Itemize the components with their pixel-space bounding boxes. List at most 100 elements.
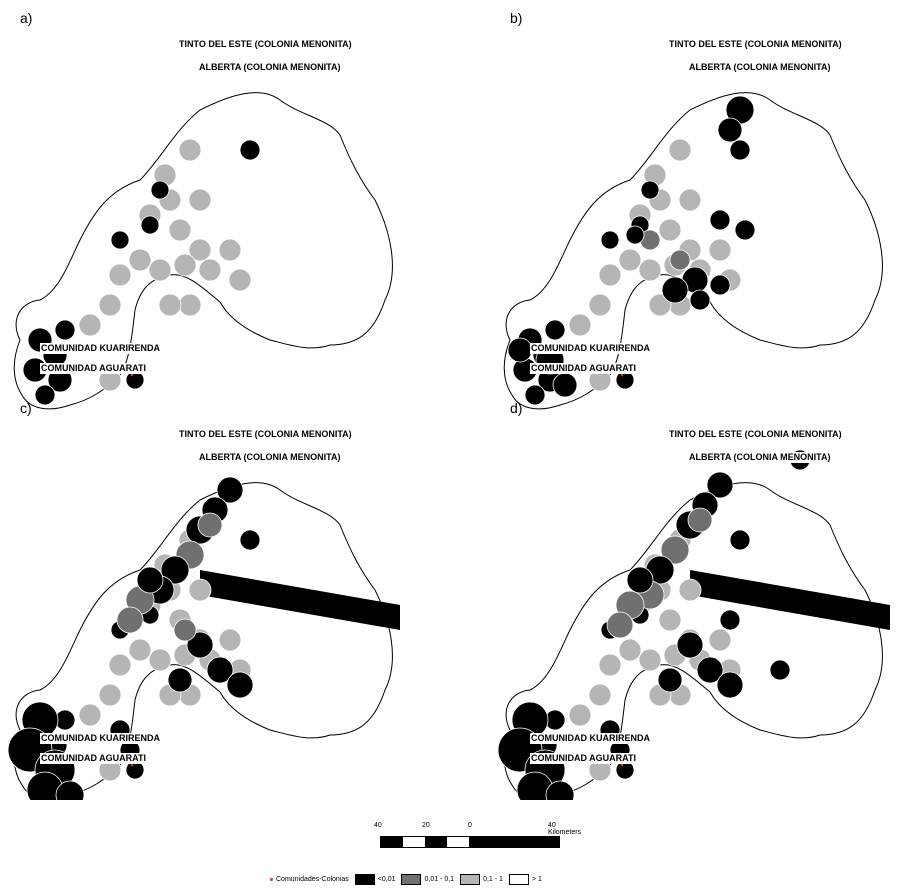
place-label-kuarirenda: COMUNIDAD KUARIRENDA xyxy=(40,733,161,744)
buffer-circle xyxy=(658,218,682,242)
place-label-tinto: TINTO DEL ESTE (COLONIA MENONITA) xyxy=(668,429,843,440)
buffer-circle xyxy=(188,578,212,602)
buffer-circle xyxy=(568,313,592,337)
map-panel-c xyxy=(7,433,400,800)
buffer-circle xyxy=(186,631,214,659)
buffer-circle xyxy=(206,656,234,684)
buffer-circle xyxy=(658,608,682,632)
scale-tick: 0 xyxy=(468,822,472,829)
legend-label: 0,01 - 0,1 xyxy=(424,875,455,883)
buffer-circle xyxy=(729,529,751,551)
buffer-circle xyxy=(78,703,102,727)
buffer-circle xyxy=(708,628,732,652)
buffer-circle xyxy=(136,566,164,594)
buffer-circle xyxy=(226,671,254,699)
buffer-circle xyxy=(598,653,622,677)
buffer-circle xyxy=(173,618,197,642)
buffer-circle xyxy=(178,138,202,162)
panel-label: c) xyxy=(20,400,32,416)
buffer-circle xyxy=(669,249,691,271)
buffer-circle xyxy=(55,780,85,800)
place-label-aguarati: COMUNIDAD AGUARATI xyxy=(530,363,637,374)
buffer-circle xyxy=(218,628,242,652)
buffer-circle xyxy=(98,293,122,317)
place-label-tinto: TINTO DEL ESTE (COLONIA MENONITA) xyxy=(178,429,353,440)
buffer-circle xyxy=(568,703,592,727)
community-point xyxy=(620,373,624,377)
buffer-circle xyxy=(709,209,731,231)
place-label-kuarirenda: COMUNIDAD KUARIRENDA xyxy=(530,733,651,744)
buffer-circle xyxy=(160,555,190,585)
buffer-circle xyxy=(128,638,152,662)
buffer-circle xyxy=(110,230,130,250)
buffer-circle xyxy=(168,218,192,242)
buffer-circle xyxy=(140,215,160,235)
buffer-circle xyxy=(188,188,212,212)
buffer-circle xyxy=(34,384,56,406)
map-panel-d xyxy=(497,433,890,800)
buffer-circle xyxy=(648,293,672,317)
legend-item-class: > 1 xyxy=(508,873,542,885)
buffer-circle xyxy=(689,289,711,311)
buffer-circle xyxy=(128,248,152,272)
buffer-circle xyxy=(618,638,642,662)
buffer-circle xyxy=(708,238,732,262)
buffer-circle xyxy=(198,258,222,282)
buffer-circle xyxy=(544,319,566,341)
panel-label: b) xyxy=(510,10,523,26)
community-point-icon xyxy=(270,877,273,881)
buffer-circle xyxy=(108,263,132,287)
buffer-circle xyxy=(158,293,182,317)
buffer-circle xyxy=(54,319,76,341)
buffer-circle xyxy=(640,180,660,200)
legend-swatch xyxy=(460,873,481,885)
scale-bar-graphic xyxy=(380,836,560,848)
place-label-tinto: TINTO DEL ESTE (COLONIA MENONITA) xyxy=(178,39,353,50)
scale-tick: 40 xyxy=(374,822,382,829)
buffer-circle xyxy=(687,507,713,533)
buffer-circle xyxy=(78,313,102,337)
buffer-circle xyxy=(600,230,620,250)
legend-label: Comunidades-Colonias xyxy=(276,875,349,883)
place-label-alberta: ALBERTA (COLONIA MENONITA) xyxy=(688,452,832,463)
legend-swatch xyxy=(508,873,529,885)
buffer-circle xyxy=(668,138,692,162)
map-panel-a xyxy=(13,43,393,410)
buffer-circle xyxy=(116,606,144,634)
place-label-alberta: ALBERTA (COLONIA MENONITA) xyxy=(688,62,832,73)
buffer-circle xyxy=(188,238,212,262)
community-point xyxy=(130,763,134,767)
buffer-circle xyxy=(719,609,741,631)
legend-swatch xyxy=(354,873,375,885)
map-panels xyxy=(7,43,890,800)
place-label-kuarirenda: COMUNIDAD KUARIRENDA xyxy=(530,343,651,354)
place-label-kuarirenda: COMUNIDAD KUARIRENDA xyxy=(40,343,161,354)
buffer-circle xyxy=(661,276,689,304)
buffer-circle xyxy=(239,139,261,161)
scale-bar: 40 20 0 40 Kilometers xyxy=(370,822,581,852)
buffer-circle xyxy=(638,258,662,282)
legend-item-class: <0,01 xyxy=(354,873,395,885)
buffer-circle xyxy=(716,671,744,699)
buffer-circle xyxy=(98,683,122,707)
panel-label: a) xyxy=(20,10,33,26)
legend-label: > 1 xyxy=(531,875,542,883)
buffer-circle xyxy=(729,139,751,161)
buffer-circle xyxy=(709,274,731,296)
buffer-circle xyxy=(178,293,202,317)
buffer-circle xyxy=(148,648,172,672)
buffer-circle xyxy=(678,188,702,212)
buffer-circle xyxy=(545,780,575,800)
scale-tick: 20 xyxy=(422,822,430,829)
place-label-aguarati: COMUNIDAD AGUARATI xyxy=(40,363,147,374)
buffer-circle xyxy=(148,258,172,282)
map-panel-b xyxy=(503,43,883,410)
buffer-circle xyxy=(507,337,533,363)
buffer-circle xyxy=(588,683,612,707)
place-label-tinto: TINTO DEL ESTE (COLONIA MENONITA) xyxy=(668,39,843,50)
buffer-circle xyxy=(625,225,645,245)
buffer-circle xyxy=(678,578,702,602)
buffer-circle xyxy=(197,512,223,538)
buffer-circle xyxy=(598,263,622,287)
buffer-circle xyxy=(552,372,578,398)
